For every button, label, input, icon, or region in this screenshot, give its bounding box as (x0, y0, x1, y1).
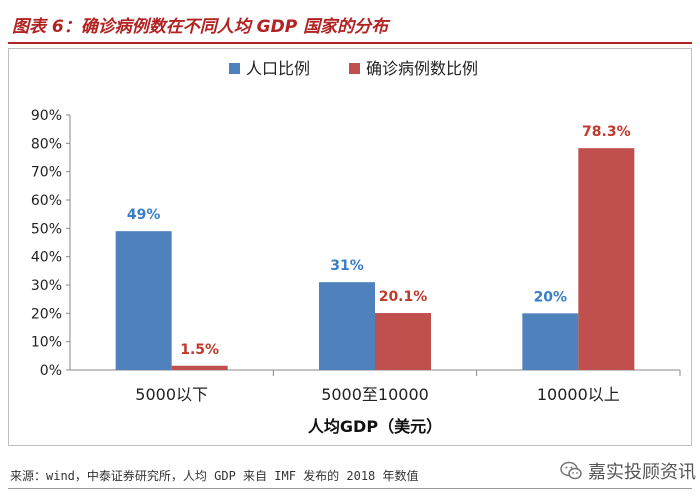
y-tick-label: 50% (31, 221, 62, 237)
y-tick-label: 20% (31, 306, 62, 322)
chart-frame (8, 48, 692, 446)
y-tick-label: 40% (31, 250, 62, 266)
y-tick-label: 90% (31, 108, 62, 124)
data-label: 49% (127, 207, 161, 223)
bar-population (319, 282, 375, 370)
source-note: 来源：wind，中泰证券研究所，人均 GDP 来自 IMF 发布的 2018 年… (10, 469, 419, 483)
watermark-text: 嘉实投顾资讯 (588, 462, 696, 483)
y-tick-label: 70% (31, 165, 62, 181)
bar-population (115, 231, 172, 370)
y-tick-label: 80% (31, 136, 62, 152)
bar-cases (171, 365, 228, 370)
legend-swatch (349, 63, 360, 74)
chart-title: 图表 6：确诊病例数在不同人均 GDP 国家的分布 (12, 17, 389, 37)
data-label: 20% (534, 289, 568, 305)
y-tick-label: 60% (31, 193, 62, 209)
data-label: 78.3% (582, 124, 631, 140)
legend-label: 确诊病例数比例 (366, 59, 478, 78)
data-label: 31% (330, 258, 364, 274)
wechat-icon (560, 461, 582, 480)
footer-divider (8, 488, 692, 489)
bar-cases (578, 148, 635, 370)
data-label: 20.1% (379, 289, 428, 305)
bar-cases (375, 313, 431, 370)
x-axis-title: 人均GDP（美元） (308, 417, 442, 436)
legend-swatch (229, 63, 240, 74)
legend-label: 人口比例 (246, 59, 310, 78)
y-tick-label: 0% (40, 363, 62, 379)
title-divider (8, 42, 692, 44)
x-tick-label: 5000以下 (135, 385, 208, 404)
y-tick-label: 30% (31, 278, 62, 294)
x-tick-label: 5000至10000 (321, 385, 429, 404)
data-label: 1.5% (180, 342, 219, 358)
bar-population (522, 313, 579, 370)
x-tick-label: 10000以上 (537, 385, 620, 404)
watermark: 嘉实投顾资讯 (560, 458, 696, 484)
y-tick-label: 10% (31, 335, 62, 351)
